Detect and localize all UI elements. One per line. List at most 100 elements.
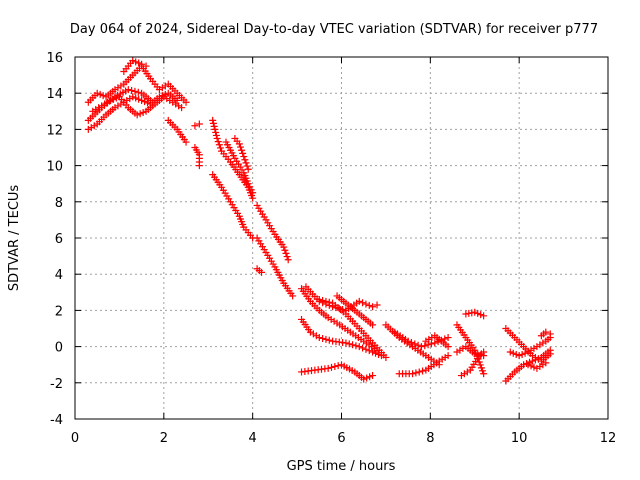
data-point xyxy=(355,343,363,351)
data-point xyxy=(528,357,536,365)
data-point xyxy=(243,162,251,170)
data-point xyxy=(431,339,439,347)
series-arc12 xyxy=(231,134,252,173)
data-point xyxy=(284,256,292,264)
data-point xyxy=(96,90,104,98)
data-point xyxy=(99,92,107,100)
y-tick-label: 12 xyxy=(46,123,63,138)
series-arc15 xyxy=(253,265,266,276)
data-point xyxy=(465,309,473,317)
axis-ticks: 0 2 4 6 8 10 12 -4 -2 0 2 4 6 8 10 12 14 16 xyxy=(46,51,616,446)
data-point xyxy=(325,298,333,306)
series-arc5 xyxy=(120,57,150,75)
data-point xyxy=(135,59,143,67)
data-point xyxy=(474,350,482,358)
y-tick-label: 2 xyxy=(55,304,63,319)
data-point xyxy=(244,180,252,188)
data-point xyxy=(289,292,297,300)
data-point xyxy=(331,363,339,371)
x-axis-label: GPS time / hours xyxy=(287,459,396,474)
data-point xyxy=(531,356,539,364)
series-arc26 xyxy=(453,321,488,378)
data-point xyxy=(542,359,550,367)
data-point xyxy=(195,162,203,170)
data-point xyxy=(530,363,538,371)
data-point xyxy=(415,368,423,376)
data-point xyxy=(480,352,488,360)
chart-title: Day 064 of 2024, Sidereal Day-to-day VTE… xyxy=(70,22,598,37)
data-point xyxy=(462,310,470,318)
data-point xyxy=(211,125,219,133)
data-point xyxy=(365,347,373,355)
y-tick-label: 16 xyxy=(46,51,63,66)
data-point xyxy=(518,350,526,358)
series-arc11 xyxy=(222,138,257,197)
data-point xyxy=(404,337,412,345)
data-point xyxy=(365,301,373,309)
data-point xyxy=(246,183,254,191)
series-arc10 xyxy=(209,171,257,242)
y-tick-label: 14 xyxy=(46,87,63,102)
data-point xyxy=(444,343,452,351)
data-point xyxy=(328,363,336,371)
data-point xyxy=(477,364,485,372)
data-point xyxy=(138,96,146,104)
data-point xyxy=(135,95,143,103)
data-point xyxy=(133,111,141,119)
data-point xyxy=(471,308,479,316)
data-point xyxy=(468,309,476,317)
data-point xyxy=(362,300,370,308)
data-point xyxy=(512,350,520,358)
data-point xyxy=(235,140,243,148)
data-point xyxy=(546,330,554,338)
data-point xyxy=(349,341,357,349)
data-point xyxy=(407,339,415,347)
data-point xyxy=(282,249,290,257)
data-point xyxy=(414,341,422,349)
x-tick-label: 8 xyxy=(426,431,434,446)
data-point xyxy=(360,375,368,383)
data-point xyxy=(366,373,374,381)
data-point xyxy=(369,303,377,311)
series-arc25 xyxy=(422,332,452,351)
data-point xyxy=(345,340,353,348)
data-point xyxy=(417,343,425,351)
y-tick-label: 6 xyxy=(55,232,63,247)
data-point xyxy=(134,88,142,96)
x-tick-label: 0 xyxy=(71,431,79,446)
data-point xyxy=(173,96,181,104)
data-point xyxy=(355,297,363,305)
data-point xyxy=(239,149,247,157)
data-point xyxy=(147,96,155,104)
data-point xyxy=(524,361,532,369)
data-point xyxy=(334,362,342,370)
series-arc22 xyxy=(382,321,443,369)
data-point xyxy=(319,296,327,304)
y-tick-label: 4 xyxy=(55,268,63,283)
data-point xyxy=(129,93,137,101)
y-tick-label: 8 xyxy=(55,196,63,211)
data-point xyxy=(132,94,140,102)
data-marks xyxy=(84,57,554,385)
data-point xyxy=(247,186,255,194)
data-point xyxy=(373,301,381,309)
data-point xyxy=(352,342,360,350)
series-arc24 xyxy=(395,352,452,378)
y-tick-label: -2 xyxy=(50,377,63,392)
data-point xyxy=(315,296,323,304)
data-point xyxy=(335,305,343,313)
data-point xyxy=(546,346,554,354)
data-point xyxy=(369,348,377,356)
data-point xyxy=(474,309,482,317)
data-point xyxy=(142,62,150,70)
data-point xyxy=(362,345,370,353)
x-tick-label: 6 xyxy=(337,431,345,446)
data-point xyxy=(411,340,419,348)
plot-frame xyxy=(74,56,609,420)
data-point xyxy=(315,334,323,342)
data-point xyxy=(124,86,132,94)
series-arc9 xyxy=(209,116,257,202)
data-point xyxy=(138,60,146,68)
data-point xyxy=(244,165,252,173)
series-arc28 xyxy=(462,308,488,320)
